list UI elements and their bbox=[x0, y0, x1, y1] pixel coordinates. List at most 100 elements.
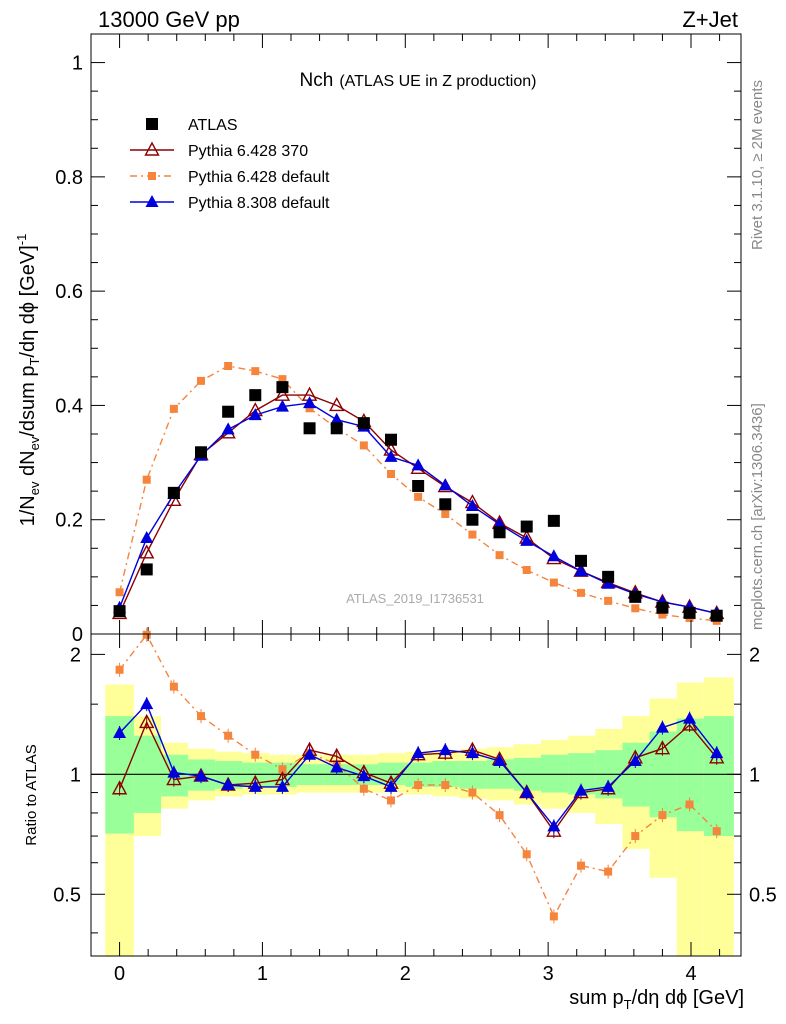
ratio-point-p6_default bbox=[631, 832, 640, 841]
ratio-point-p6_default bbox=[658, 811, 667, 820]
ratio-point-p6_default bbox=[468, 788, 477, 797]
point-data bbox=[167, 486, 180, 499]
ratio-point-p8 bbox=[140, 697, 154, 710]
y-tick-label: 0.4 bbox=[55, 395, 83, 417]
plot-title-sub: (ATLAS UE in Z production) bbox=[339, 73, 536, 90]
point-data bbox=[683, 606, 696, 619]
ratio-point-p6_default bbox=[549, 912, 558, 921]
ratio-point-p8 bbox=[628, 754, 642, 767]
y-axis-title: 1/Nev dNev/dsum pT/dη dϕ [GeV]-1 bbox=[14, 234, 42, 527]
ratio-point-p6_default bbox=[604, 867, 613, 876]
y-tick-label: 0.8 bbox=[55, 167, 83, 189]
point-p6_default bbox=[658, 610, 667, 619]
ratio-point-p8 bbox=[601, 779, 615, 792]
point-p8 bbox=[140, 531, 154, 543]
point-data bbox=[113, 605, 126, 618]
point-data bbox=[466, 513, 479, 526]
point-p8 bbox=[384, 449, 398, 462]
ratio-point-p6_370 bbox=[166, 771, 182, 786]
ratio-point-p6_default bbox=[522, 850, 531, 859]
ratio-point-p6_370 bbox=[111, 780, 128, 795]
ratio-tick-label-right: 2 bbox=[749, 644, 760, 666]
point-p6_default bbox=[251, 367, 260, 376]
ratio-point-p8 bbox=[113, 725, 127, 738]
point-data bbox=[385, 433, 397, 446]
point-p8 bbox=[248, 408, 262, 421]
ratio-point-p6_default bbox=[712, 827, 721, 836]
point-p8 bbox=[411, 458, 425, 471]
x-tick-label: 4 bbox=[685, 963, 696, 985]
point-data bbox=[493, 526, 506, 539]
legend-marker-p8 bbox=[145, 195, 159, 207]
point-data bbox=[547, 514, 560, 527]
point-data bbox=[520, 520, 533, 533]
process-label: Z+Jet bbox=[682, 7, 738, 32]
point-p6_default bbox=[224, 362, 233, 370]
point-data bbox=[303, 422, 316, 435]
ratio-point-p8 bbox=[221, 778, 235, 791]
ratio-point-p6_default bbox=[169, 682, 178, 691]
point-p8 bbox=[465, 499, 479, 511]
ratio-frame bbox=[90, 633, 742, 957]
series-line-p6_370 bbox=[118, 394, 717, 615]
ratio-point-p6_370 bbox=[681, 716, 698, 731]
ratio-point-p6_default bbox=[387, 796, 395, 805]
point-p8 bbox=[547, 549, 561, 562]
point-p6_default bbox=[305, 404, 314, 413]
point-data bbox=[656, 601, 669, 614]
ratio-point-p8 bbox=[710, 746, 724, 759]
point-p6_default bbox=[387, 470, 395, 478]
point-data bbox=[140, 563, 153, 576]
plot-title: Nch (ATLAS UE in Z production) bbox=[300, 70, 537, 91]
ratio-tick-label-left: 0.5 bbox=[53, 884, 81, 906]
ratio-point-p6_default bbox=[142, 630, 151, 639]
ratio-point-p6_default bbox=[577, 861, 585, 870]
main-plot-area bbox=[111, 362, 725, 625]
point-data bbox=[602, 570, 615, 583]
ratio-point-p6_default bbox=[197, 712, 205, 721]
point-data bbox=[629, 590, 642, 603]
point-p6_370 bbox=[329, 396, 345, 412]
ratio-tick-label-left: 2 bbox=[70, 644, 81, 666]
ratio-point-p8 bbox=[275, 779, 289, 792]
ratio-point-p6_default bbox=[414, 781, 423, 790]
ratio-point-p8 bbox=[683, 711, 697, 724]
ratio-line-p6_default bbox=[119, 633, 718, 919]
main-panel: 0 0.2 0.4 0.6 0.8 1 Nch (ATLAS UE in Z product… bbox=[55, 33, 742, 646]
y-tick-label: 0 bbox=[72, 624, 83, 646]
ratio-plot-area bbox=[91, 627, 741, 924]
ratio-tick-label-right: 0.5 bbox=[749, 884, 777, 906]
ratio-axis-title: Ratio to ATLAS bbox=[23, 744, 40, 845]
legend-marker-data bbox=[146, 118, 158, 130]
ratio-point-p6_default bbox=[224, 731, 233, 740]
ratio-point-p8 bbox=[520, 785, 534, 798]
point-data bbox=[249, 389, 262, 402]
ratio-point-p8 bbox=[357, 769, 371, 782]
ratio-point-p8 bbox=[493, 754, 507, 767]
point-p6_default bbox=[577, 588, 585, 597]
plot-title-main: Nch bbox=[300, 70, 334, 91]
ratio-point-p6_default bbox=[115, 665, 124, 674]
ratio-panel: 0.5 0.51 12 20 1 2 3 4 bbox=[53, 627, 777, 985]
ratio-point-p8 bbox=[167, 765, 181, 778]
ratio-tick-label-left: 1 bbox=[70, 764, 81, 786]
main-axes: 0 0.2 0.4 0.6 0.8 1 bbox=[55, 33, 742, 646]
ratio-point-p8 bbox=[438, 743, 452, 756]
ratio-point-p8 bbox=[303, 747, 317, 760]
point-data bbox=[575, 554, 587, 567]
legend-label-data: ATLAS bbox=[188, 117, 238, 134]
x-tick-label: 1 bbox=[257, 963, 268, 985]
ratio-point-p8 bbox=[330, 760, 344, 773]
ratio-point-p8 bbox=[194, 769, 208, 782]
point-p6_default bbox=[115, 588, 124, 597]
point-data bbox=[222, 405, 235, 418]
ratio-point-p8 bbox=[248, 779, 262, 792]
ratio-point-p8 bbox=[465, 746, 479, 759]
point-p6_370 bbox=[139, 544, 155, 559]
point-data bbox=[439, 498, 452, 511]
point-p8 bbox=[221, 422, 235, 435]
ratio-point-p8 bbox=[655, 720, 669, 733]
series-line-p8 bbox=[118, 402, 717, 615]
band-green-bin bbox=[703, 716, 734, 837]
point-data bbox=[357, 417, 370, 430]
